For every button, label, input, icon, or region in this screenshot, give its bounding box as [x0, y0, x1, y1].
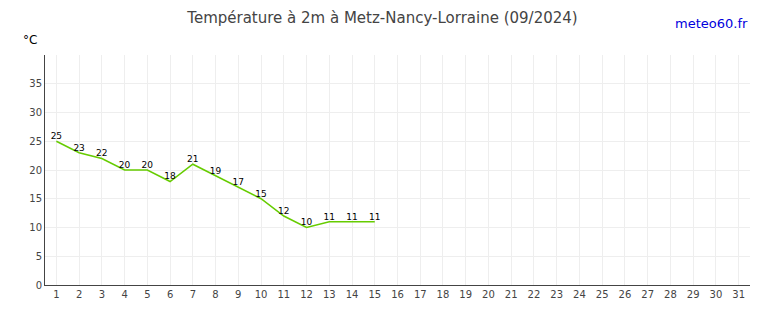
- svg-text:11: 11: [277, 289, 290, 300]
- svg-text:7: 7: [190, 289, 196, 300]
- svg-text:17: 17: [414, 289, 427, 300]
- svg-text:5: 5: [36, 251, 42, 262]
- svg-text:22: 22: [96, 148, 107, 158]
- svg-text:15: 15: [29, 193, 42, 204]
- svg-text:°C: °C: [23, 33, 37, 47]
- svg-text:19: 19: [459, 289, 472, 300]
- svg-text:14: 14: [346, 289, 359, 300]
- svg-text:21: 21: [505, 289, 518, 300]
- svg-text:11: 11: [369, 212, 380, 222]
- svg-text:20: 20: [482, 289, 495, 300]
- svg-text:20: 20: [119, 160, 131, 170]
- svg-text:31: 31: [732, 289, 745, 300]
- svg-text:9: 9: [235, 289, 241, 300]
- svg-text:24: 24: [573, 289, 586, 300]
- svg-text:29: 29: [687, 289, 700, 300]
- svg-text:30: 30: [29, 107, 42, 118]
- svg-text:12: 12: [278, 206, 289, 216]
- svg-text:3: 3: [99, 289, 105, 300]
- svg-text:18: 18: [437, 289, 450, 300]
- svg-text:28: 28: [664, 289, 677, 300]
- svg-text:10: 10: [301, 217, 313, 227]
- svg-text:20: 20: [29, 165, 42, 176]
- svg-text:16: 16: [391, 289, 404, 300]
- svg-text:23: 23: [73, 143, 84, 153]
- svg-text:meteo60.fr: meteo60.fr: [675, 16, 748, 31]
- svg-text:23: 23: [550, 289, 563, 300]
- svg-text:10: 10: [29, 222, 42, 233]
- svg-text:19: 19: [210, 166, 222, 176]
- svg-text:35: 35: [29, 78, 42, 89]
- svg-text:20: 20: [142, 160, 154, 170]
- svg-text:11: 11: [324, 212, 335, 222]
- svg-text:26: 26: [619, 289, 632, 300]
- svg-text:25: 25: [51, 131, 62, 141]
- svg-text:27: 27: [641, 289, 654, 300]
- svg-text:0: 0: [36, 280, 42, 291]
- svg-text:18: 18: [164, 171, 176, 181]
- svg-text:22: 22: [528, 289, 541, 300]
- svg-text:Température à 2m à Metz-Nancy-: Température à 2m à Metz-Nancy-Lorraine (…: [186, 9, 577, 27]
- svg-text:25: 25: [596, 289, 609, 300]
- svg-text:21: 21: [187, 154, 198, 164]
- svg-text:5: 5: [144, 289, 150, 300]
- svg-text:30: 30: [710, 289, 723, 300]
- svg-text:10: 10: [255, 289, 268, 300]
- svg-text:1: 1: [53, 289, 59, 300]
- svg-text:15: 15: [255, 189, 266, 199]
- svg-text:8: 8: [212, 289, 218, 300]
- svg-text:2: 2: [76, 289, 82, 300]
- svg-text:4: 4: [121, 289, 127, 300]
- svg-text:12: 12: [300, 289, 313, 300]
- svg-text:13: 13: [323, 289, 336, 300]
- svg-text:25: 25: [29, 136, 42, 147]
- svg-text:17: 17: [233, 177, 244, 187]
- svg-text:6: 6: [167, 289, 173, 300]
- svg-text:11: 11: [346, 212, 357, 222]
- svg-text:15: 15: [368, 289, 381, 300]
